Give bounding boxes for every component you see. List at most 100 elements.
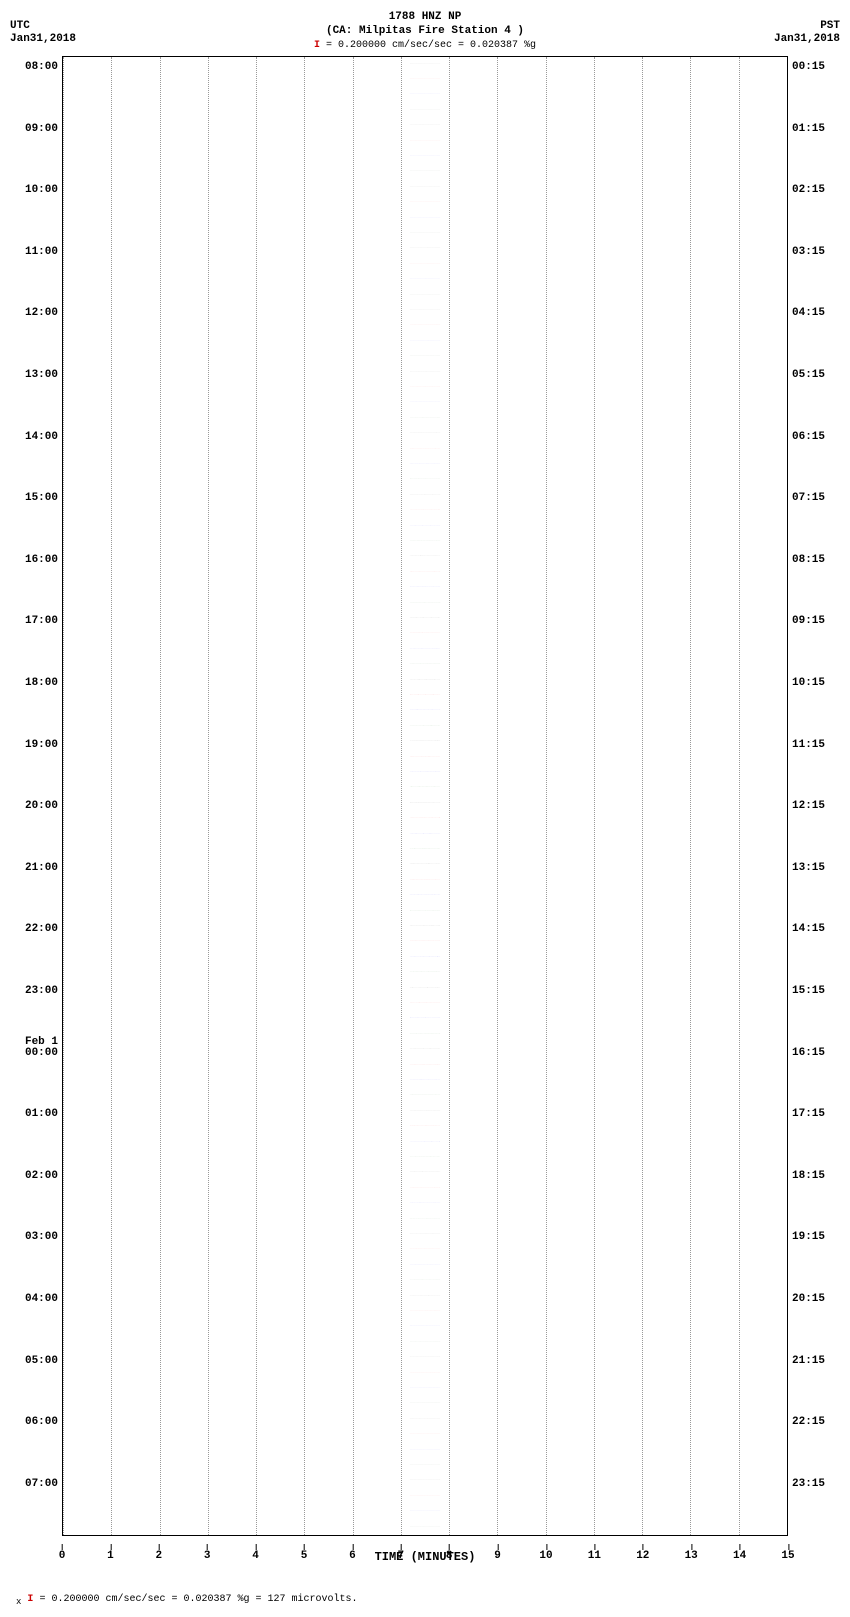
- seismic-trace: [63, 217, 787, 218]
- seismic-trace: [63, 617, 787, 618]
- seismic-trace: [63, 1325, 787, 1326]
- seismic-trace: [63, 1064, 787, 1065]
- seismic-trace: [63, 448, 787, 449]
- seismic-trace: [63, 879, 787, 880]
- right-time-label: 12:15: [792, 800, 825, 812]
- right-time-label: 15:15: [792, 985, 825, 997]
- left-time-label: 07:00: [25, 1478, 58, 1490]
- right-time-label: 18:15: [792, 1170, 825, 1182]
- x-tick: 6: [349, 1550, 356, 1562]
- date-left: Jan31,2018: [10, 33, 76, 46]
- seismic-trace: [63, 355, 787, 356]
- seismic-trace: [63, 432, 787, 433]
- seismic-trace: [63, 1125, 787, 1126]
- right-time-label: 10:15: [792, 677, 825, 689]
- seismic-trace: [63, 263, 787, 264]
- seismic-trace: [63, 309, 787, 310]
- right-time-label: 20:15: [792, 1293, 825, 1305]
- seismic-trace: [63, 1356, 787, 1357]
- seismic-trace: [63, 648, 787, 649]
- corner-pst: PST Jan31,2018: [774, 20, 840, 46]
- seismic-trace: [63, 571, 787, 572]
- right-time-label: 09:15: [792, 615, 825, 627]
- seismic-trace: [63, 1141, 787, 1142]
- seismic-trace: [63, 1479, 787, 1480]
- seismic-trace: [63, 863, 787, 864]
- right-time-label: 19:15: [792, 1231, 825, 1243]
- x-tick: 10: [539, 1550, 552, 1562]
- seismic-trace: [63, 1418, 787, 1419]
- seismic-trace: [63, 1079, 787, 1080]
- scale-bar-icon: I: [314, 40, 320, 51]
- tz-left: UTC: [10, 20, 76, 33]
- left-time-label: 13:00: [25, 369, 58, 381]
- left-time-label: 03:00: [25, 1231, 58, 1243]
- seismic-trace: [63, 786, 787, 787]
- seismic-trace: [63, 1218, 787, 1219]
- seismic-trace: [63, 894, 787, 895]
- right-time-label: 02:15: [792, 184, 825, 196]
- seismic-trace: [63, 602, 787, 603]
- right-time-label: 00:15: [792, 61, 825, 73]
- seismic-trace: [63, 1402, 787, 1403]
- right-time-label: 06:15: [792, 431, 825, 443]
- corner-utc: UTC Jan31,2018: [10, 20, 76, 46]
- seismic-trace: [63, 232, 787, 233]
- seismic-trace: [63, 694, 787, 695]
- seismic-trace: [63, 940, 787, 941]
- seismic-trace: [63, 1002, 787, 1003]
- seismic-trace: [63, 124, 787, 125]
- title-line1: 1788 HNZ NP: [10, 10, 840, 24]
- right-time-label: 21:15: [792, 1355, 825, 1367]
- x-tick: 5: [301, 1550, 308, 1562]
- seismic-trace: [63, 401, 787, 402]
- right-time-label: 14:15: [792, 923, 825, 935]
- seismic-trace: [63, 679, 787, 680]
- left-time-label: 01:00: [25, 1108, 58, 1120]
- seismic-trace: [63, 1048, 787, 1049]
- x-tick: 14: [733, 1550, 746, 1562]
- left-time-label: 20:00: [25, 800, 58, 812]
- seismic-trace: [63, 386, 787, 387]
- seismic-trace: [63, 1449, 787, 1450]
- seismic-trace: [63, 294, 787, 295]
- seismic-trace: [63, 109, 787, 110]
- seismic-trace: [63, 1017, 787, 1018]
- seismic-trace: [63, 1295, 787, 1296]
- left-time-label: 21:00: [25, 862, 58, 874]
- right-time-label: 13:15: [792, 862, 825, 874]
- right-time-label: 17:15: [792, 1108, 825, 1120]
- x-tick: 13: [685, 1550, 698, 1562]
- left-time-label: 05:00: [25, 1355, 58, 1367]
- scale-bar-icon: I: [27, 1594, 33, 1605]
- left-time-label: 22:00: [25, 923, 58, 935]
- seismic-trace: [63, 78, 787, 79]
- seismic-trace: [63, 155, 787, 156]
- right-time-label: 23:15: [792, 1478, 825, 1490]
- x-axis: 1514131211109876543210 TIME (MINUTES): [62, 1550, 788, 1580]
- seismic-trace: [63, 93, 787, 94]
- seismic-trace: [63, 1387, 787, 1388]
- seismic-trace: [63, 478, 787, 479]
- left-time-label: 09:00: [25, 123, 58, 135]
- seismic-trace: [63, 1033, 787, 1034]
- seismic-trace: [63, 201, 787, 202]
- date-break-label: Feb 1: [25, 1036, 58, 1048]
- left-time-label: 02:00: [25, 1170, 58, 1182]
- seismic-trace: [63, 833, 787, 834]
- left-time-label: 00:00: [25, 1047, 58, 1059]
- seismic-trace: [63, 1248, 787, 1249]
- seismic-trace: [63, 371, 787, 372]
- seismic-trace: [63, 1171, 787, 1172]
- x-tick: 2: [155, 1550, 162, 1562]
- footer-scale: x I = 0.200000 cm/sec/sec = 0.020387 %g …: [10, 1594, 840, 1607]
- seismic-trace: [63, 247, 787, 248]
- seismic-trace: [63, 1433, 787, 1434]
- date-right: Jan31,2018: [774, 33, 840, 46]
- left-time-label: 14:00: [25, 431, 58, 443]
- left-time-label: 16:00: [25, 554, 58, 566]
- x-tick: 4: [252, 1550, 259, 1562]
- seismic-trace: [63, 463, 787, 464]
- scale-line: I = 0.200000 cm/sec/sec = 0.020387 %g: [10, 39, 840, 52]
- x-tick: 15: [781, 1550, 794, 1562]
